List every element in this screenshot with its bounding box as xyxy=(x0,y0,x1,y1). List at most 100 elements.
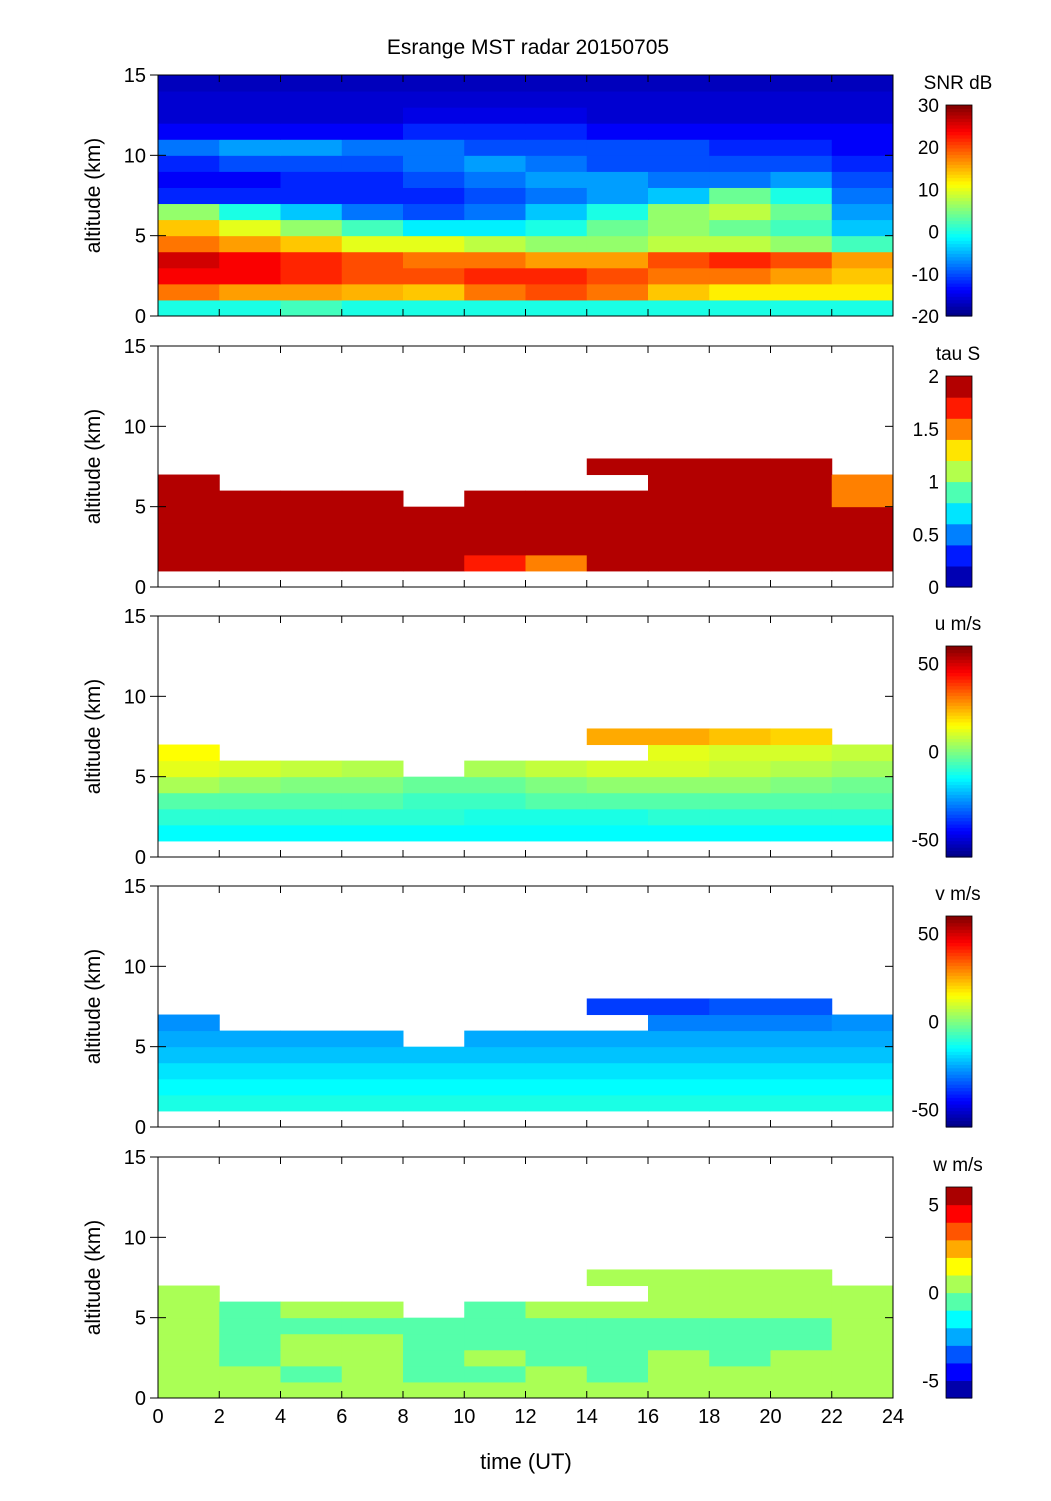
heatmap-cell xyxy=(158,155,220,172)
colorbar-swatch xyxy=(946,981,972,986)
heatmap-cell xyxy=(464,792,526,810)
colorbar-swatch xyxy=(946,174,972,179)
heatmap-cell xyxy=(709,251,771,269)
heatmap-cell xyxy=(648,744,710,762)
colorbar-swatch xyxy=(946,991,972,996)
heatmap-cell xyxy=(648,1269,710,1287)
heatmap-cell xyxy=(341,1301,404,1319)
heatmap-cell xyxy=(158,760,220,778)
heatmap-cell xyxy=(219,792,281,810)
heatmap-cell xyxy=(280,107,343,124)
colorbar-swatch xyxy=(946,751,972,756)
heatmap-cell xyxy=(403,1094,465,1112)
heatmap-cell xyxy=(586,91,649,108)
heatmap-cell xyxy=(709,107,771,124)
x-tick-label: 24 xyxy=(882,1406,904,1428)
colorbar-swatch xyxy=(946,711,972,716)
heatmap-cell xyxy=(280,155,343,172)
heatmap-cell xyxy=(770,235,833,253)
heatmap-cell xyxy=(586,728,649,746)
heatmap-cell xyxy=(770,744,833,762)
heatmap-cell xyxy=(341,139,404,156)
heatmap-cell xyxy=(770,1333,833,1351)
colorbar-swatch xyxy=(946,771,972,776)
heatmap-cell xyxy=(586,1333,649,1351)
heatmap-cell xyxy=(219,139,281,156)
heatmap-cell xyxy=(403,171,465,188)
colorbar-swatch xyxy=(946,824,972,828)
heatmap-cell xyxy=(525,1381,588,1399)
colorbar-swatch xyxy=(946,952,972,957)
heatmap-cell xyxy=(648,1078,710,1096)
heatmap-cell xyxy=(770,219,833,237)
colorbar-swatch xyxy=(946,1187,972,1206)
colorbar-swatch xyxy=(946,744,972,749)
heatmap-cell xyxy=(770,1381,833,1399)
heatmap-cell xyxy=(770,267,833,285)
heatmap-cell xyxy=(648,1014,710,1032)
heatmap-cell xyxy=(219,554,281,572)
heatmap-cell xyxy=(586,1046,649,1064)
heatmap-cell xyxy=(770,283,833,301)
heatmap-cell xyxy=(709,808,771,826)
heatmap-cell xyxy=(158,474,220,492)
heatmap-cell xyxy=(341,187,404,205)
colorbar-swatch xyxy=(946,481,972,504)
colorbar-swatch xyxy=(946,702,972,706)
colorbar-swatch xyxy=(946,306,972,311)
heatmap-cell xyxy=(280,808,343,826)
heatmap-cell xyxy=(464,538,526,556)
heatmap-cell xyxy=(158,1030,220,1048)
y-tick-label: 0 xyxy=(135,1388,146,1410)
panel-tau: 0 5 10 15 altitude (km) 2 1.5 1 0.5 0 tau S xyxy=(82,336,980,599)
heatmap-cell xyxy=(219,506,281,524)
heatmap-cell xyxy=(219,1365,281,1383)
heatmap-cell xyxy=(648,522,710,540)
heatmap-cell xyxy=(219,522,281,540)
colorbar-swatch xyxy=(946,1107,972,1112)
heatmap-cell xyxy=(403,1078,465,1096)
colorbar-swatch xyxy=(946,1077,972,1082)
heatmap-cell xyxy=(280,139,343,156)
heatmap-cell xyxy=(464,283,526,301)
heatmap-cell xyxy=(831,490,894,508)
heatmap-cell xyxy=(709,998,771,1016)
x-axis-label: time (UT) xyxy=(480,1449,572,1474)
heatmap-cell xyxy=(586,458,649,476)
heatmap-cell xyxy=(280,1046,343,1064)
heatmap-cell xyxy=(831,219,894,237)
heatmap-cell xyxy=(280,267,343,285)
colorbar-swatch xyxy=(946,830,972,835)
colorbar-swatch xyxy=(946,1047,972,1052)
heatmap-cell xyxy=(341,1062,404,1080)
heatmap-cell xyxy=(403,251,465,269)
colorbar-swatch xyxy=(946,965,972,970)
heatmap-cell xyxy=(831,1333,894,1351)
heatmap-cell xyxy=(586,760,649,778)
heatmap-cell xyxy=(403,1349,465,1367)
colorbar-swatch xyxy=(946,784,972,789)
colorbar-swatch xyxy=(946,220,972,225)
heatmap-cell xyxy=(831,1317,894,1335)
heatmap-cell xyxy=(341,1046,404,1064)
colorbar-swatch xyxy=(946,721,972,726)
heatmap-cell xyxy=(464,824,526,842)
heatmap-cell xyxy=(158,203,220,221)
heatmap-cell xyxy=(280,75,343,92)
heatmap-cell xyxy=(709,1030,771,1048)
colorbar-swatch xyxy=(946,929,972,934)
heatmap-cell xyxy=(648,123,710,140)
heatmap-cell xyxy=(586,808,649,826)
heatmap-cell xyxy=(525,155,588,172)
heatmap-cell xyxy=(709,1062,771,1080)
colorbar-swatch xyxy=(946,998,972,1003)
colorbar-frame xyxy=(945,1186,973,1399)
colorbar-swatch xyxy=(946,916,972,920)
colorbar-swatch xyxy=(946,774,972,779)
colorbar-swatch xyxy=(946,203,972,208)
heatmap-cell xyxy=(158,187,220,205)
colorbar-label: tau S xyxy=(936,344,980,365)
heatmap-cell xyxy=(341,1381,404,1399)
heatmap-cell xyxy=(403,107,465,124)
heatmap-cell xyxy=(341,123,404,140)
